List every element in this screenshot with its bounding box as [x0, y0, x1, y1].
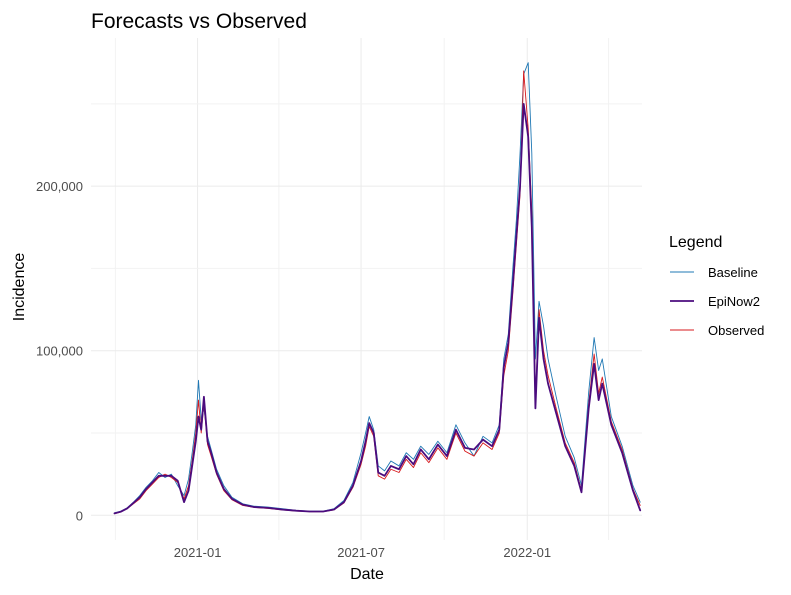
series-line-baseline — [114, 62, 641, 514]
legend-items: Baseline EpiNow2 Observed — [670, 265, 764, 338]
x-tick-label: 2022-01 — [503, 545, 551, 560]
x-tick-label: 2021-01 — [174, 545, 222, 560]
series-line-epinow2 — [113, 102, 642, 515]
legend-title: Legend — [669, 234, 722, 251]
y-axis-label: Incidence — [11, 253, 28, 322]
y-tick-label: 0 — [76, 508, 83, 523]
y-tick-label: 100,000 — [36, 344, 83, 359]
legend-label-baseline: Baseline — [708, 265, 758, 280]
series-layer — [113, 62, 642, 515]
legend-label-epinow2: EpiNow2 — [708, 294, 760, 309]
grid-layer — [91, 38, 642, 540]
y-tick-label: 200,000 — [36, 179, 83, 194]
x-tick-label: 2021-07 — [337, 545, 385, 560]
x-axis-label: Date — [350, 566, 384, 583]
chart-title: Forecasts vs Observed — [91, 10, 307, 33]
tick-layer: 2021-01 2021-07 2022-01 0 100,000 200,000 — [36, 179, 551, 560]
legend: Legend Baseline EpiNow2 Observed — [669, 234, 764, 338]
legend-label-observed: Observed — [708, 323, 764, 338]
